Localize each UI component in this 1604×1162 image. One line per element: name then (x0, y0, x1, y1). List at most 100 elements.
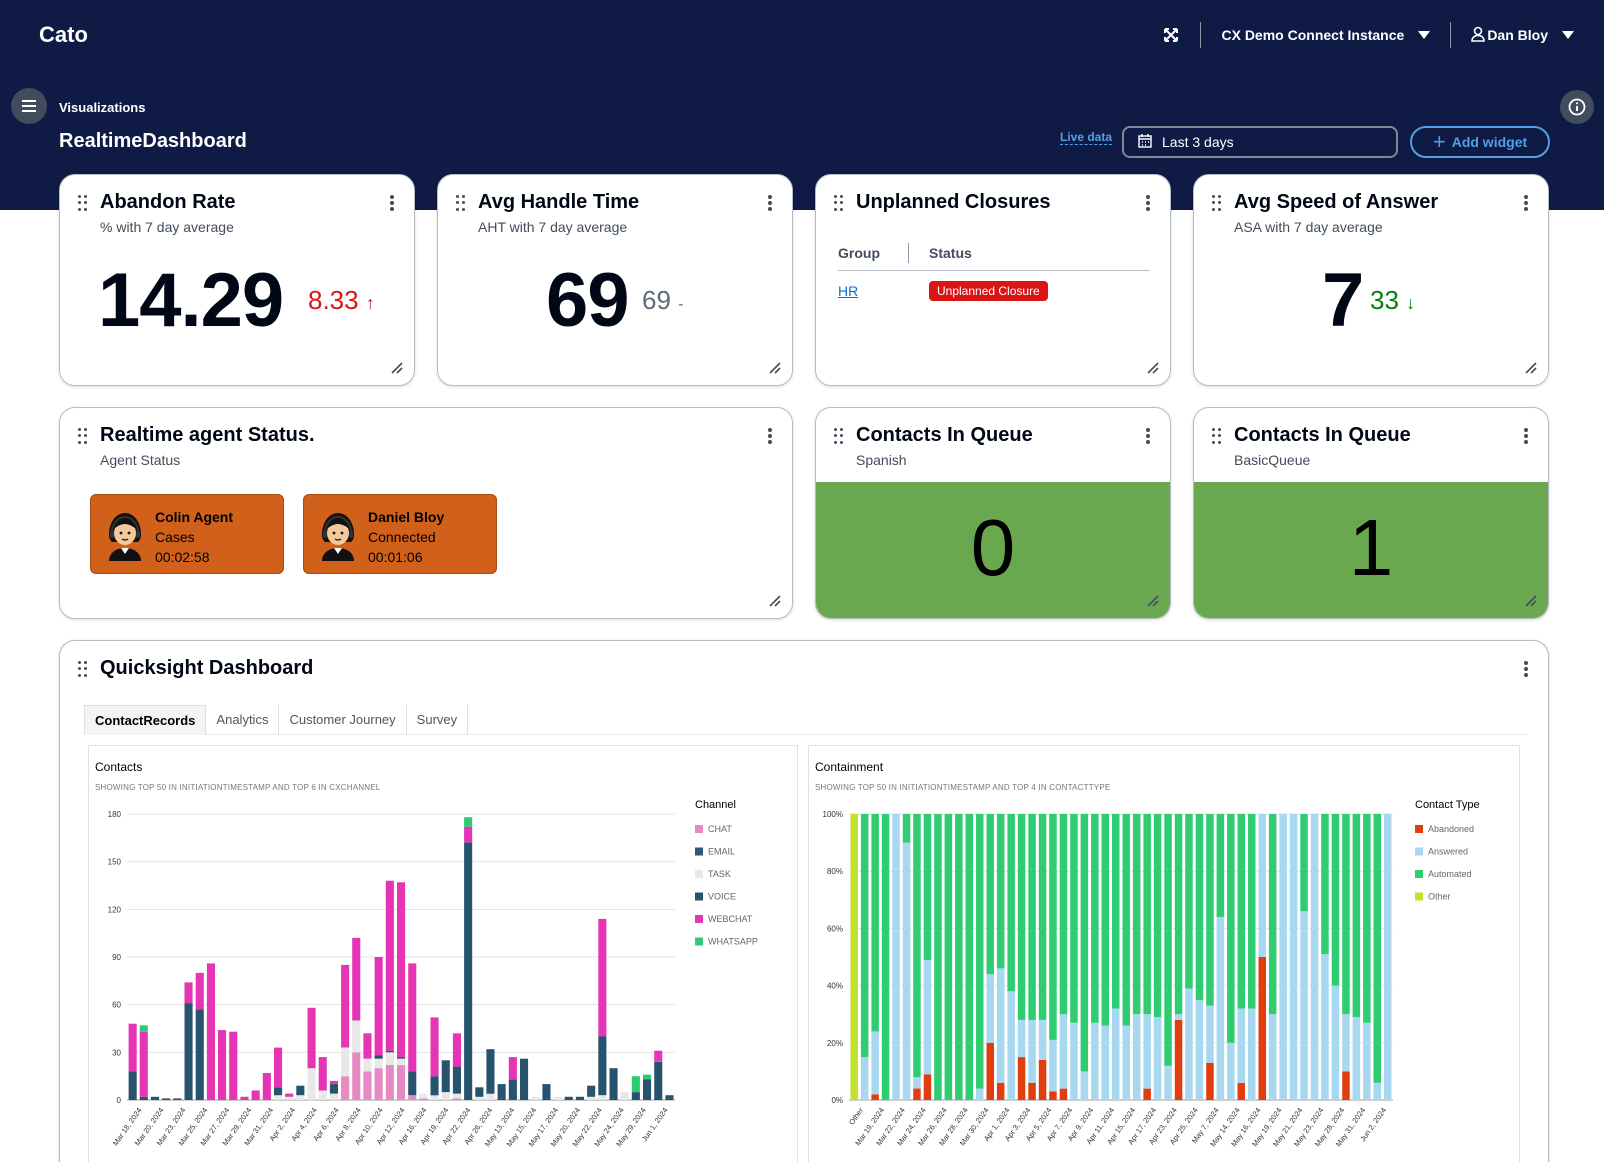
bar-segment (871, 1094, 879, 1100)
bar-segment (1028, 814, 1036, 1020)
bar-segment (262, 1073, 271, 1100)
widget-subtitle: ASA with 7 day average (1234, 219, 1383, 235)
bar-segment (385, 1052, 394, 1065)
bar-segment (1101, 814, 1109, 1026)
more-options-icon[interactable] (1524, 428, 1528, 444)
delta-value: 8.33 (308, 285, 359, 315)
resize-handle-icon[interactable] (768, 361, 782, 375)
bar-segment (1007, 991, 1015, 1100)
widget-title: Avg Speed of Answer (1234, 191, 1439, 213)
drag-handle-icon[interactable] (78, 661, 88, 677)
bar-segment (564, 1096, 573, 1100)
bar-segment (587, 1085, 596, 1097)
bar-segment (475, 1087, 484, 1097)
calendar-icon (1138, 133, 1152, 151)
tab-customer-journey[interactable]: Customer Journey (279, 705, 407, 735)
agent-avatar-icon (322, 513, 354, 561)
date-range-picker[interactable]: Last 3 days (1122, 126, 1398, 158)
drag-handle-icon[interactable] (1212, 428, 1222, 444)
user-menu[interactable]: Dan Bloy (1471, 26, 1574, 45)
resize-handle-icon[interactable] (1146, 594, 1160, 608)
bar-segment (1059, 1088, 1068, 1100)
bar-segment (1363, 814, 1371, 1023)
menu-button[interactable] (11, 88, 47, 124)
resize-handle-icon[interactable] (1524, 361, 1538, 375)
legend-item: Other (1428, 892, 1451, 902)
bar-segment (1321, 954, 1329, 1100)
bar-segment (1080, 1071, 1089, 1100)
drag-handle-icon[interactable] (1212, 195, 1222, 211)
bar-segment (173, 1098, 182, 1100)
widget-subtitle: % with 7 day average (100, 219, 234, 235)
instance-dropdown[interactable]: CX Demo Connect Instance (1221, 27, 1431, 43)
brand-logo[interactable]: Cato (39, 22, 88, 47)
bar-segment (1164, 1065, 1172, 1100)
bar-segment (1007, 814, 1015, 992)
resize-handle-icon[interactable] (390, 361, 404, 375)
bar-segment (902, 814, 911, 843)
bar-segment (128, 1071, 137, 1100)
bar-segment (1143, 1014, 1151, 1089)
bar-segment (996, 814, 1005, 969)
bar-segment (1153, 1017, 1162, 1100)
tab-survey[interactable]: Survey (407, 705, 469, 735)
legend-item: Abandoned (1428, 824, 1474, 834)
plus-icon: + (1432, 129, 1446, 154)
queue-count: 0 (970, 503, 1016, 592)
queue-count-panel: 0 (816, 482, 1170, 618)
resize-handle-icon[interactable] (1524, 594, 1538, 608)
queue-count-panel: 1 (1194, 482, 1548, 618)
resize-handle-icon[interactable] (768, 594, 782, 608)
agent-state: Connected (368, 529, 436, 545)
breadcrumb[interactable]: Visualizations (59, 100, 146, 115)
y-tick-label: 150 (108, 858, 122, 867)
agent-status-widget: Realtime agent Status. Agent Status Coli… (59, 407, 793, 619)
chart-subtitle: SHOWING TOP 50 IN INITIATIONTIMESTAMP AN… (95, 783, 381, 792)
chevron-down-icon (1418, 31, 1431, 39)
fullscreen-icon[interactable] (1162, 26, 1180, 44)
drag-handle-icon[interactable] (78, 428, 88, 444)
drag-handle-icon[interactable] (78, 195, 88, 211)
add-widget-button[interactable]: + Add widget (1410, 126, 1550, 158)
bar-segment (464, 817, 473, 827)
bar-segment (329, 1084, 338, 1094)
bar-segment (341, 964, 350, 1048)
more-options-icon[interactable] (1146, 195, 1150, 211)
legend-swatch (695, 892, 703, 901)
agent-tile[interactable]: Daniel Bloy Connected 00:01:06 (303, 494, 497, 574)
bar-segment (1080, 814, 1089, 1072)
drag-handle-icon[interactable] (456, 195, 466, 211)
bar-segment (329, 1093, 338, 1100)
group-link[interactable]: HR (838, 283, 859, 299)
more-options-icon[interactable] (1524, 661, 1528, 677)
bar-segment (1342, 1014, 1350, 1072)
drag-handle-icon[interactable] (834, 195, 844, 211)
bar-segment (923, 959, 932, 1075)
bar-segment (452, 1033, 461, 1067)
bar-segment (1164, 814, 1172, 1066)
more-options-icon[interactable] (390, 195, 394, 211)
bar-segment (307, 1007, 316, 1069)
tab-contactrecords[interactable]: ContactRecords (84, 705, 207, 735)
y-tick-label: 90 (112, 953, 121, 962)
info-button[interactable] (1560, 90, 1594, 124)
bar-segment (486, 1049, 495, 1094)
hamburger-icon (22, 100, 36, 112)
bar-segment (1091, 814, 1099, 1023)
bar-segment (363, 1071, 372, 1100)
bar-segment (1310, 814, 1319, 1100)
drag-handle-icon[interactable] (834, 428, 844, 444)
more-options-icon[interactable] (1524, 195, 1528, 211)
tab-analytics[interactable]: Analytics (206, 705, 280, 735)
more-options-icon[interactable] (768, 428, 772, 444)
more-options-icon[interactable] (768, 195, 772, 211)
bar-segment (598, 1095, 607, 1100)
bar-segment (609, 1068, 618, 1100)
y-tick-label: 180 (108, 810, 122, 819)
resize-handle-icon[interactable] (1146, 361, 1160, 375)
legend-item: WEBCHAT (708, 914, 753, 924)
live-data-toggle[interactable]: Live data (1060, 130, 1113, 145)
more-options-icon[interactable] (1146, 428, 1150, 444)
agent-tile[interactable]: Colin Agent Cases 00:02:58 (90, 494, 284, 574)
